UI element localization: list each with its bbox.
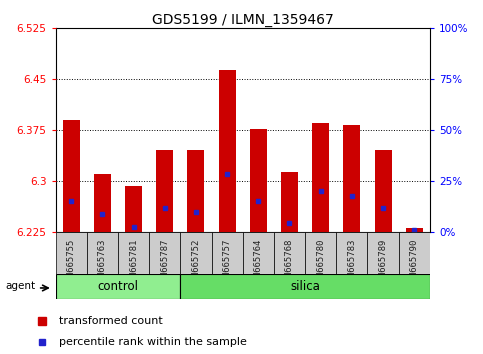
- Text: GSM665763: GSM665763: [98, 238, 107, 287]
- FancyBboxPatch shape: [305, 232, 336, 274]
- FancyBboxPatch shape: [368, 232, 398, 274]
- Bar: [156, 150, 173, 232]
- FancyBboxPatch shape: [336, 232, 368, 274]
- FancyBboxPatch shape: [118, 232, 149, 274]
- FancyBboxPatch shape: [274, 232, 305, 274]
- Text: GSM665764: GSM665764: [254, 238, 263, 287]
- Bar: [312, 122, 329, 232]
- Bar: [218, 70, 236, 232]
- Text: control: control: [98, 280, 139, 293]
- FancyBboxPatch shape: [149, 232, 180, 274]
- Bar: [406, 228, 423, 232]
- Title: GDS5199 / ILMN_1359467: GDS5199 / ILMN_1359467: [152, 13, 334, 27]
- FancyBboxPatch shape: [87, 232, 118, 274]
- Text: GSM665768: GSM665768: [285, 238, 294, 287]
- FancyBboxPatch shape: [180, 232, 212, 274]
- Text: GSM665755: GSM665755: [67, 238, 76, 287]
- Text: GSM665789: GSM665789: [379, 238, 387, 287]
- Bar: [343, 125, 360, 232]
- Text: GSM665790: GSM665790: [410, 238, 419, 287]
- FancyBboxPatch shape: [242, 232, 274, 274]
- FancyBboxPatch shape: [56, 232, 87, 274]
- Text: percentile rank within the sample: percentile rank within the sample: [59, 337, 247, 347]
- FancyBboxPatch shape: [180, 274, 430, 299]
- Bar: [125, 186, 142, 232]
- FancyBboxPatch shape: [398, 232, 430, 274]
- Text: agent: agent: [6, 280, 36, 291]
- Text: GSM665780: GSM665780: [316, 238, 325, 287]
- Text: GSM665787: GSM665787: [160, 238, 169, 287]
- Bar: [94, 174, 111, 232]
- Text: GSM665752: GSM665752: [191, 238, 200, 287]
- Bar: [63, 120, 80, 232]
- Bar: [374, 150, 392, 232]
- Bar: [250, 129, 267, 232]
- Bar: [187, 150, 204, 232]
- Text: GSM665783: GSM665783: [347, 238, 356, 287]
- Text: GSM665757: GSM665757: [223, 238, 232, 287]
- FancyBboxPatch shape: [212, 232, 242, 274]
- Text: silica: silica: [290, 280, 320, 293]
- Bar: [281, 172, 298, 232]
- FancyBboxPatch shape: [56, 274, 180, 299]
- Text: GSM665781: GSM665781: [129, 238, 138, 287]
- Text: transformed count: transformed count: [59, 316, 163, 326]
